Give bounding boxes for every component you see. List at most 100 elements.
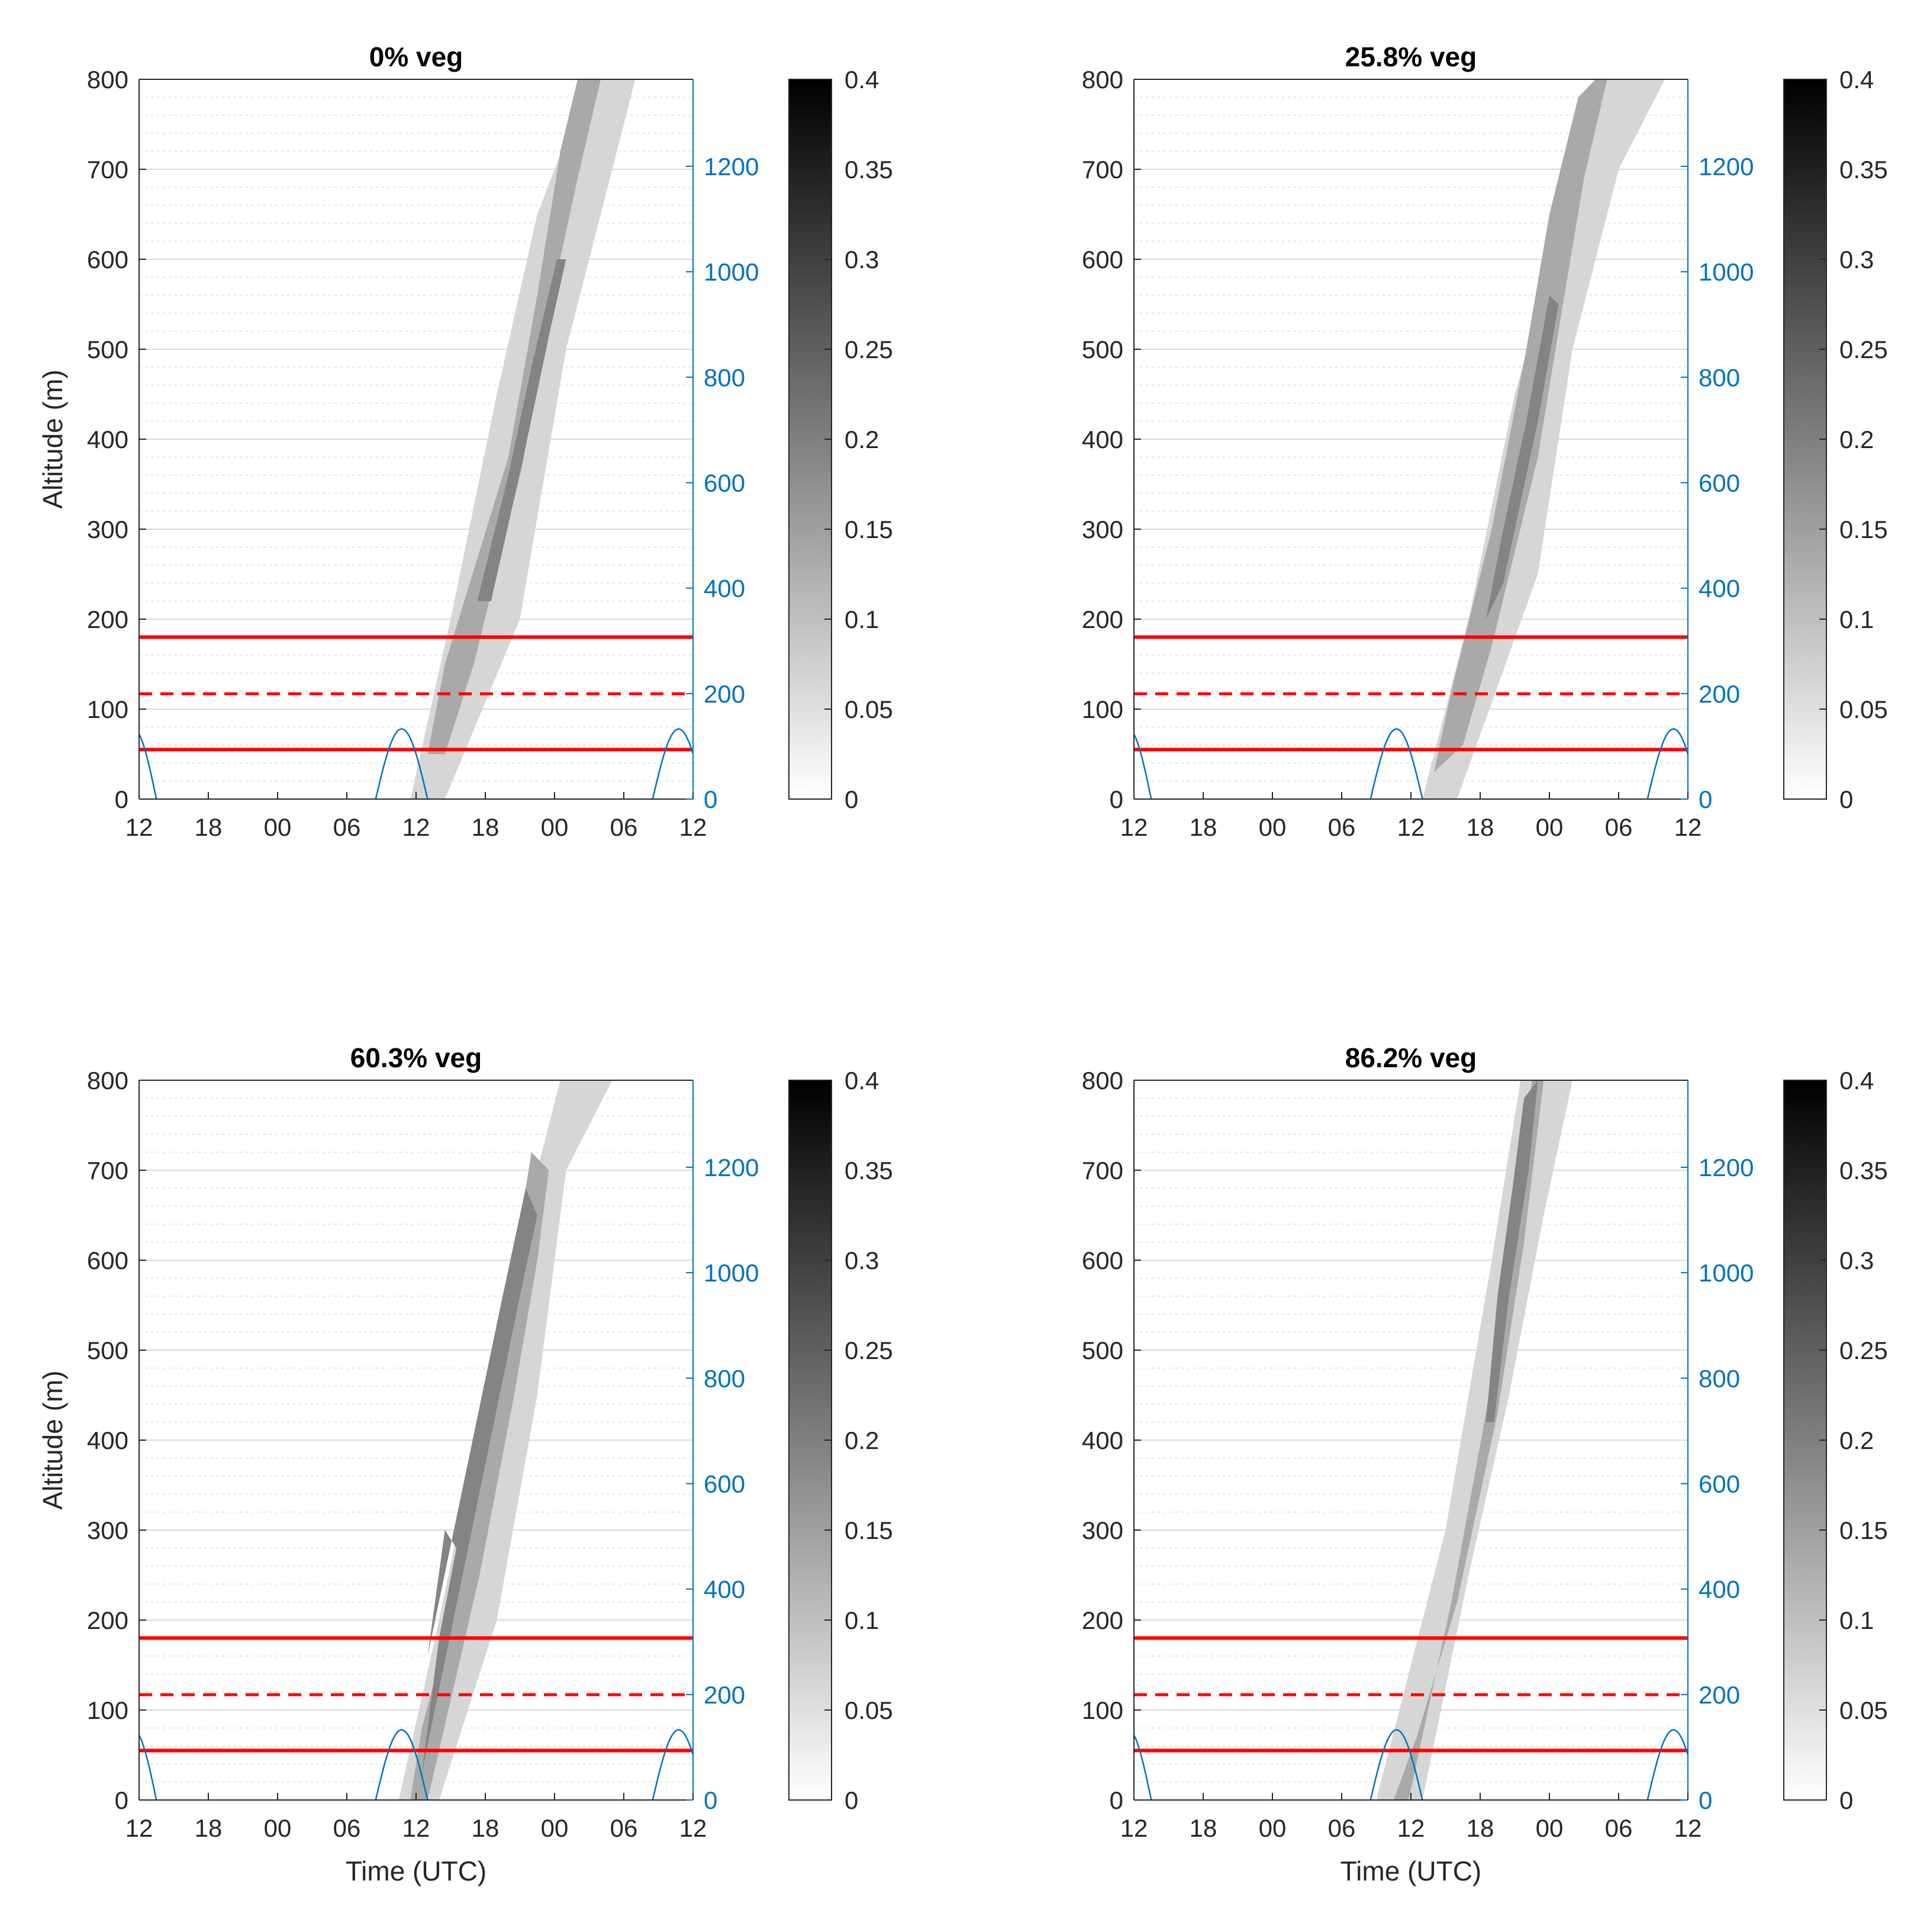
colorbar-tick-label: 0.35 — [1839, 156, 1888, 183]
right-y-tick-label: 600 — [704, 469, 745, 497]
right-y-tick-label: 1200 — [1699, 153, 1754, 181]
y-tick-label: 200 — [87, 1606, 128, 1634]
x-tick-label: 06 — [1605, 1814, 1633, 1842]
y-tick-label: 400 — [1082, 426, 1123, 453]
y-tick-label: 200 — [87, 606, 128, 633]
x-tick-label: 18 — [1190, 1814, 1217, 1842]
colorbar-tick-label: 0.4 — [1839, 66, 1874, 94]
y-axis-label: Altitude (m) — [37, 1370, 68, 1509]
x-tick-label: 18 — [195, 813, 223, 841]
right-y-tick-label: 1200 — [704, 1154, 759, 1181]
colorbar-tick-label: 0.3 — [845, 246, 879, 273]
y-tick-label: 200 — [1082, 606, 1123, 633]
colorbar-tick-label: 0.3 — [1839, 246, 1874, 273]
colorbar-tick-label: 0.15 — [1839, 516, 1888, 543]
colorbar-tick-label: 0.4 — [845, 1067, 879, 1094]
right-y-tick-label: 600 — [1699, 1470, 1740, 1498]
x-axis-label: Time (UTC) — [346, 1856, 486, 1886]
plume-medium-contour — [1434, 79, 1607, 772]
colorbar-tick-label: 0.15 — [845, 1516, 893, 1544]
panel-title: 0% veg — [369, 41, 463, 72]
blue-diurnal-arc — [139, 733, 157, 799]
right-y-tick-label: 0 — [1699, 785, 1712, 813]
right-y-tick-label: 600 — [1699, 469, 1740, 497]
y-tick-label: 400 — [87, 426, 128, 453]
colorbar-tick-label: 0.3 — [845, 1247, 879, 1274]
colorbar-tick-label: 0.1 — [845, 606, 879, 633]
y-tick-label: 0 — [1110, 1786, 1123, 1814]
right-y-tick-label: 600 — [704, 1470, 745, 1498]
colorbar-tick-label: 0 — [1839, 785, 1853, 813]
blue-diurnal-arc — [139, 1734, 157, 1800]
y-tick-label: 100 — [87, 1696, 128, 1724]
blue-diurnal-arc — [1646, 728, 1688, 799]
right-y-tick-label: 800 — [704, 363, 745, 391]
x-tick-label: 18 — [195, 1814, 223, 1842]
x-tick-label: 12 — [1397, 813, 1425, 841]
right-y-tick-label: 1200 — [1699, 1154, 1754, 1181]
plume-contours — [1134, 79, 1688, 799]
y-tick-label: 800 — [87, 66, 128, 94]
x-tick-label: 00 — [1536, 813, 1564, 841]
right-y-tick-label: 400 — [1699, 1576, 1740, 1603]
right-y-tick-label: 1000 — [704, 1259, 759, 1287]
colorbar-tick-label: 0.35 — [845, 1157, 893, 1184]
x-tick-label: 06 — [1605, 813, 1633, 841]
colorbar-tick-label: 0.05 — [1839, 1696, 1888, 1724]
colorbar-tick-label: 0.05 — [1839, 695, 1888, 723]
x-tick-label: 00 — [541, 1814, 569, 1842]
y-tick-label: 400 — [1082, 1427, 1123, 1454]
right-y-tick-label: 1000 — [704, 258, 759, 286]
y-tick-label: 600 — [87, 1247, 128, 1274]
colorbar-tick-label: 0 — [845, 785, 858, 813]
x-tick-label: 06 — [610, 1814, 638, 1842]
colorbar-tick-label: 0.1 — [845, 1606, 879, 1634]
y-axis-label: Altitude (m) — [37, 369, 68, 508]
colorbar-tick-label: 0.1 — [1839, 606, 1874, 633]
right-y-tick-label: 1000 — [1699, 1259, 1754, 1287]
y-tick-label: 0 — [115, 785, 128, 813]
x-tick-label: 12 — [402, 1814, 430, 1842]
x-tick-label: 12 — [1674, 813, 1702, 841]
x-tick-label: 12 — [402, 813, 430, 841]
colorbar-tick-label: 0.1 — [1839, 1606, 1874, 1634]
y-tick-label: 300 — [87, 516, 128, 543]
x-tick-label: 00 — [264, 1814, 292, 1842]
y-tick-label: 100 — [87, 695, 128, 723]
y-tick-label: 200 — [1082, 1606, 1123, 1634]
plume-dark-contour — [477, 259, 566, 601]
colorbar-tick-label: 0.2 — [1839, 1427, 1874, 1454]
x-tick-label: 18 — [1467, 1814, 1494, 1842]
colorbar-tick-label: 0.15 — [1839, 1516, 1888, 1544]
right-y-tick-label: 200 — [1699, 680, 1740, 708]
plume-contours — [139, 79, 693, 799]
colorbar-tick-label: 0.35 — [845, 156, 893, 183]
blue-diurnal-arc — [1646, 1729, 1688, 1800]
panel-title: 25.8% veg — [1345, 41, 1477, 72]
blue-diurnal-arc — [1369, 1729, 1423, 1800]
blue-diurnal-arc — [652, 1729, 693, 1800]
x-tick-label: 06 — [333, 1814, 361, 1842]
right-y-tick-label: 200 — [704, 1681, 745, 1709]
x-axis-label: Time (UTC) — [1340, 1856, 1481, 1886]
x-tick-label: 12 — [125, 1814, 153, 1842]
x-tick-label: 12 — [125, 813, 153, 841]
right-y-tick-label: 400 — [704, 575, 745, 603]
colorbar-tick-label: 0.25 — [845, 1337, 893, 1364]
x-tick-label: 00 — [541, 813, 569, 841]
colorbar-tick-label: 0.25 — [1839, 336, 1888, 363]
plume-medium-contour — [427, 79, 601, 754]
blue-diurnal-arc — [1134, 1734, 1152, 1800]
x-tick-label: 06 — [1328, 1814, 1356, 1842]
y-tick-label: 600 — [1082, 1247, 1123, 1274]
right-y-tick-label: 200 — [704, 680, 745, 708]
blue-diurnal-arc — [375, 728, 428, 799]
colorbar-tick-label: 0.05 — [845, 695, 893, 723]
y-tick-label: 500 — [87, 1337, 128, 1364]
x-tick-label: 06 — [333, 813, 361, 841]
right-y-tick-label: 0 — [704, 1786, 717, 1814]
x-tick-label: 00 — [264, 813, 292, 841]
colorbar-tick-label: 0.2 — [845, 1427, 879, 1454]
right-y-tick-label: 1200 — [704, 153, 759, 181]
